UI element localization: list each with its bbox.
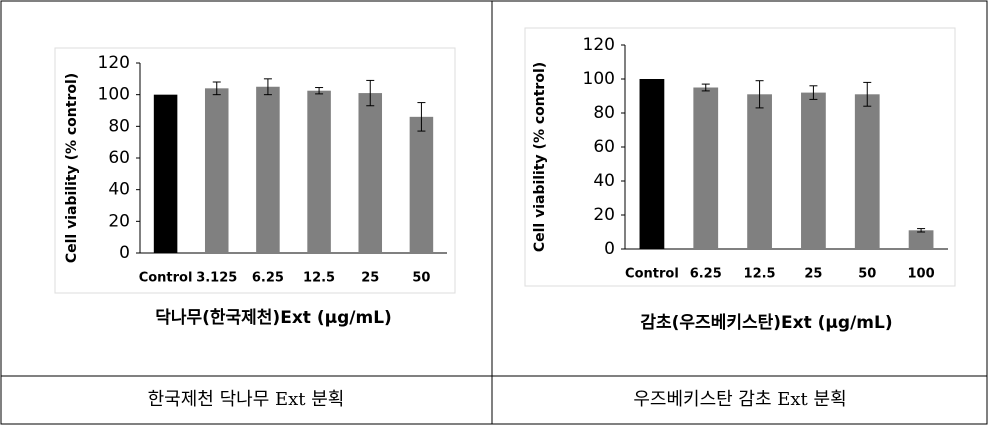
bar (801, 92, 826, 249)
error-bar (366, 79, 375, 107)
y-tick-label: 80 (108, 116, 130, 136)
y-tick-label: 20 (593, 205, 615, 225)
error-bar (701, 83, 710, 92)
chart-frame (524, 27, 956, 287)
y-tick-label: 120 (98, 53, 130, 73)
caption: 우즈베키스탄 감초 Ext 분획 (633, 389, 846, 410)
y-tick-label: 0 (604, 239, 615, 259)
error-bar (863, 81, 872, 107)
x-axis-label: 감초(우즈베키스탄)Ext (μg/mL) (640, 313, 892, 333)
x-axis-label: 닥나무(한국제천)Ext (μg/mL) (155, 308, 392, 328)
x-tick-label: 25 (361, 271, 379, 286)
y-tick-label: 20 (108, 211, 130, 231)
x-tick-label: 6.25 (690, 267, 722, 282)
y-tick-label: 120 (583, 35, 615, 55)
y-tick-label: 40 (593, 171, 615, 191)
bar (153, 94, 178, 254)
bar (908, 230, 934, 249)
bar (358, 93, 383, 253)
y-axis-label: Cell viability (% control) (532, 62, 548, 252)
error-bar (315, 87, 324, 95)
bar (854, 94, 880, 249)
x-tick-label: Control (139, 271, 193, 286)
bar (307, 90, 331, 253)
error-bar (755, 80, 764, 109)
y-tick-label: 40 (108, 180, 130, 200)
bar (639, 79, 665, 249)
x-tick-label: 100 (908, 267, 935, 282)
error-bar (263, 78, 272, 96)
bar (204, 88, 229, 253)
x-tick-label: 6.25 (252, 271, 284, 286)
bar (409, 116, 434, 253)
y-tick-label: 0 (119, 243, 130, 263)
y-tick-label: 100 (98, 85, 130, 105)
y-tick-label: 60 (593, 137, 615, 157)
error-bar (212, 81, 221, 96)
x-tick-label: 50 (858, 267, 876, 282)
chart-frame (54, 47, 456, 294)
y-tick-label: 60 (108, 148, 130, 168)
bar (256, 86, 280, 253)
x-tick-label: Control (625, 267, 679, 282)
error-bar (809, 85, 818, 100)
x-tick-label: 50 (412, 271, 430, 286)
bar (747, 94, 772, 249)
y-axis-label: Cell viability (% control) (64, 73, 80, 263)
x-tick-label: 12.5 (303, 271, 335, 286)
x-tick-label: 3.125 (196, 271, 237, 286)
y-tick-label: 100 (583, 69, 615, 89)
x-tick-label: 25 (804, 267, 822, 282)
error-bar (417, 102, 426, 132)
bar (693, 87, 719, 249)
y-tick-label: 80 (593, 103, 615, 123)
caption: 한국제천 닥나무 Ext 분획 (148, 389, 345, 410)
x-tick-label: 12.5 (744, 267, 776, 282)
error-bar (917, 228, 926, 233)
